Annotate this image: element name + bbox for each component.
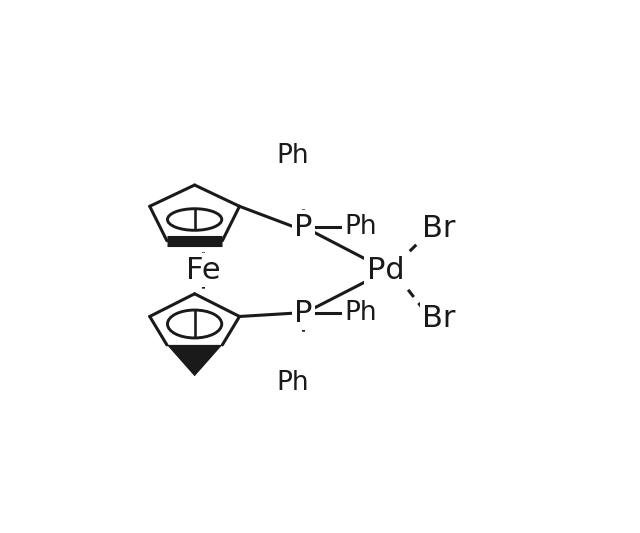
Text: P: P [294, 298, 312, 328]
Text: Ph: Ph [344, 214, 377, 240]
Text: Ph: Ph [344, 300, 377, 326]
Text: Ph: Ph [277, 143, 309, 169]
Text: P: P [294, 213, 312, 242]
Text: Br: Br [422, 214, 456, 244]
Text: Br: Br [422, 304, 456, 333]
Text: Ph: Ph [277, 370, 309, 396]
Text: Pd: Pd [367, 256, 404, 285]
Text: Fe: Fe [186, 256, 220, 285]
Polygon shape [167, 345, 222, 376]
